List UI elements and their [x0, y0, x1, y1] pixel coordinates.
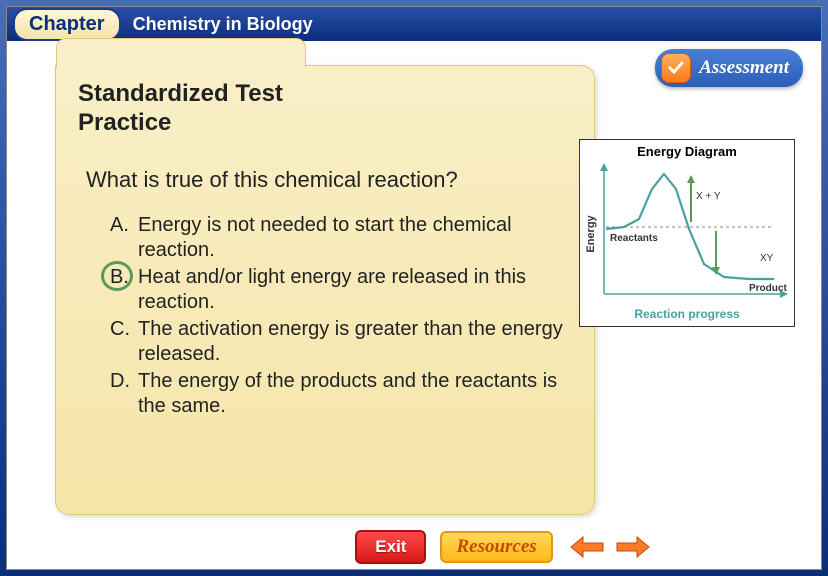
- checkmark-icon: [661, 53, 691, 83]
- answer-letter: D.: [110, 369, 138, 419]
- y-axis-arrow: [600, 163, 608, 171]
- answer-option[interactable]: A.Energy is not needed to start the chem…: [110, 213, 574, 263]
- energy-diagram: Energy Diagram Energy X: [579, 139, 795, 327]
- diagram-svg: Energy X + Y Reactants XY Product: [584, 159, 790, 305]
- next-arrow-button[interactable]: [611, 531, 653, 563]
- answer-text: The energy of the products and the react…: [138, 369, 574, 419]
- answer-letter: C.: [110, 317, 138, 367]
- assessment-label: Assessment: [699, 57, 789, 79]
- product-label: Product: [749, 283, 787, 294]
- answer-option[interactable]: B.Heat and/or light energy are released …: [110, 265, 574, 315]
- correct-circle-icon: [101, 261, 133, 291]
- resources-button[interactable]: Resources: [440, 531, 552, 563]
- outer-frame: Chapter Chemistry in Biology Assessment …: [0, 0, 828, 576]
- answer-text: The activation energy is greater than th…: [138, 317, 574, 367]
- exit-button[interactable]: Exit: [355, 530, 426, 564]
- reactants-formula: X + Y: [696, 191, 721, 202]
- answer-option[interactable]: D.The energy of the products and the rea…: [110, 369, 574, 419]
- answer-text: Energy is not needed to start the chemic…: [138, 213, 574, 263]
- section-title: Standardized Test Practice: [56, 66, 594, 142]
- nav-arrows: [567, 531, 653, 563]
- product-formula: XY: [760, 253, 774, 264]
- reactants-label: Reactants: [610, 233, 658, 244]
- chapter-tab[interactable]: Chapter: [13, 8, 121, 41]
- section-title-line2: Practice: [78, 109, 171, 136]
- bottom-bar: Exit Resources: [7, 525, 821, 569]
- question-text: What is true of this chemical reaction?: [56, 142, 594, 204]
- diagram-title: Energy Diagram: [584, 144, 790, 159]
- inner-frame: Chapter Chemistry in Biology Assessment …: [6, 6, 822, 570]
- header-bar: Chapter Chemistry in Biology: [7, 7, 821, 41]
- answer-letter: B.: [110, 265, 138, 315]
- activation-arrowhead: [687, 175, 695, 183]
- arrow-left-icon: [569, 533, 607, 561]
- assessment-badge[interactable]: Assessment: [655, 49, 803, 87]
- answer-text: Heat and/or light energy are released in…: [138, 265, 574, 315]
- section-title-line1: Standardized Test: [78, 80, 283, 107]
- arrow-right-icon: [613, 533, 651, 561]
- answer-letter: A.: [110, 213, 138, 263]
- diagram-x-caption: Reaction progress: [584, 307, 790, 321]
- y-axis-label: Energy: [585, 214, 597, 252]
- answers-list: A.Energy is not needed to start the chem…: [56, 203, 594, 419]
- prev-arrow-button[interactable]: [567, 531, 609, 563]
- answer-option[interactable]: C.The activation energy is greater than …: [110, 317, 574, 367]
- content-folder: Standardized Test Practice What is true …: [55, 65, 595, 515]
- folder-tab: [56, 38, 306, 68]
- chapter-title: Chemistry in Biology: [133, 14, 313, 35]
